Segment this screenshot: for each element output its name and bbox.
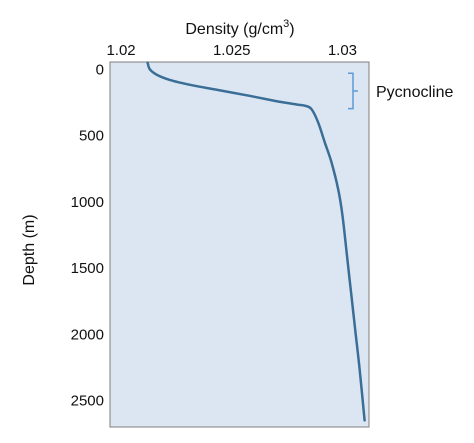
x-tick-label: 1.02: [106, 42, 135, 59]
x-tick-label: 1.025: [213, 42, 251, 59]
y-tick-label: 1000: [71, 194, 104, 211]
x-tick-label: 1.03: [328, 42, 357, 59]
series-group: [146, 61, 366, 422]
density-profile-line: [146, 61, 366, 422]
y-axis-title: Depth (m): [21, 214, 38, 285]
y-tick-labels: 0 500 1000 1500 2000 2500: [71, 61, 104, 409]
y-tick-label: 2500: [71, 393, 104, 410]
annotation-group: Pycnocline: [348, 72, 453, 110]
plot-area: [109, 61, 370, 428]
x-tick-labels: 1.02 1.025 1.03: [106, 42, 357, 59]
pycnocline-label: Pycnocline: [376, 84, 453, 101]
x-axis-title: Density (g/cm3): [185, 18, 294, 38]
y-tick-label: 2000: [71, 326, 104, 343]
pycnocline-bracket: [348, 72, 358, 110]
y-tick-label: 0: [96, 61, 104, 78]
y-tick-label: 500: [79, 128, 104, 145]
y-tick-label: 1500: [71, 260, 104, 277]
